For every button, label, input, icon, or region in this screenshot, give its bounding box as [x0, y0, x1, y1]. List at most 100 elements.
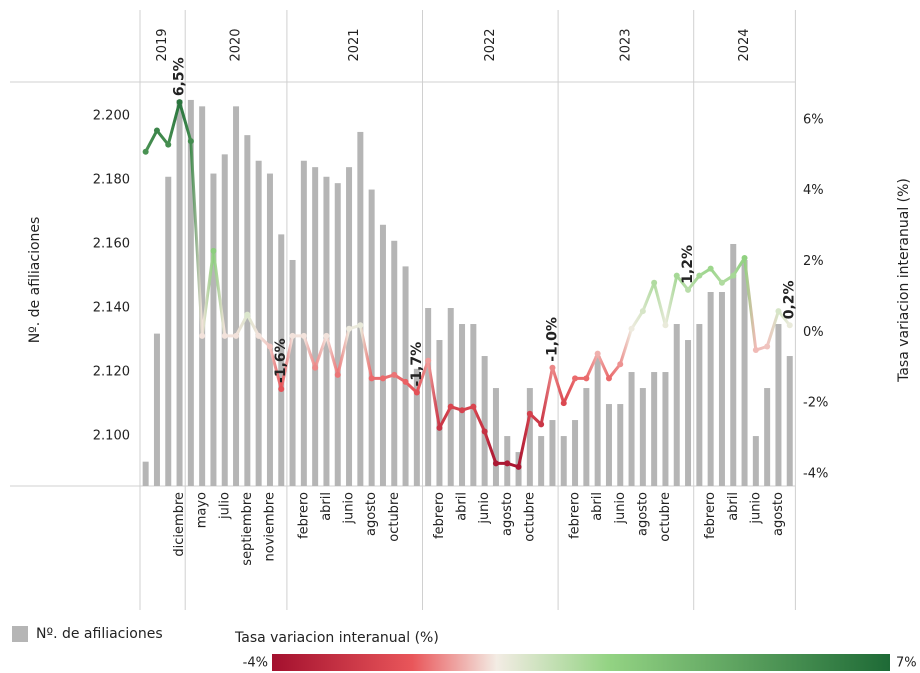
x-tick-label: febrero: [568, 492, 583, 539]
bar: [526, 388, 533, 486]
rate-point: [549, 364, 556, 371]
rate-point: [718, 279, 725, 286]
rate-point: [583, 375, 590, 382]
y2-tick-label: 4%: [803, 183, 824, 198]
rate-point: [391, 371, 398, 378]
rate-point: [651, 279, 658, 286]
year-label: 2021: [347, 28, 362, 61]
rate-point: [199, 332, 206, 339]
y2-axis-label: Tasa variacion interanual (%): [896, 178, 912, 383]
rate-point: [628, 325, 635, 332]
x-tick-label: junio: [613, 492, 628, 525]
bar: [752, 436, 759, 486]
rate-point: [210, 247, 217, 254]
bar: [289, 259, 296, 486]
bar: [718, 292, 725, 486]
rate-point: [515, 463, 522, 470]
colorscale-max: 7%: [896, 656, 917, 671]
y-tick-label: 2.160: [93, 236, 130, 251]
bar: [233, 106, 240, 486]
colorscale-bar: [272, 654, 890, 671]
bar: [707, 292, 714, 486]
rate-point: [221, 332, 228, 339]
bar: [368, 189, 375, 486]
bar: [312, 167, 319, 486]
rate-point: [312, 364, 319, 371]
bar: [617, 404, 624, 486]
colorscale-min: -4%: [243, 656, 268, 671]
rate-point: [425, 357, 432, 364]
x-tick-label: febrero: [703, 492, 718, 539]
bar: [662, 372, 669, 486]
bar: [673, 324, 680, 486]
year-label: 2020: [229, 28, 244, 61]
x-tick-label: octubre: [387, 492, 402, 542]
bar: [391, 240, 398, 486]
rate-point: [504, 460, 511, 467]
colorscale-title: Tasa variacion interanual (%): [234, 630, 439, 646]
x-tick-label: agosto: [635, 492, 650, 536]
legend-swatch: [12, 626, 28, 642]
bar: [696, 324, 703, 486]
rate-point: [323, 332, 330, 339]
bar: [775, 324, 782, 486]
rate-point: [255, 332, 262, 339]
rate-point: [560, 400, 567, 407]
bar: [639, 388, 646, 486]
rate-point: [244, 311, 251, 318]
rate-line: [144, 100, 791, 469]
bar: [730, 243, 737, 486]
rate-point: [538, 421, 545, 428]
data-label: -1,0%: [544, 317, 560, 362]
rate-point: [775, 308, 782, 315]
x-tick-label: abril: [726, 492, 741, 521]
bar: [560, 436, 567, 486]
bar: [165, 176, 172, 487]
rate-point: [617, 361, 624, 368]
x-tick-label: junio: [342, 492, 357, 525]
bar: [436, 340, 443, 486]
y-tick-label: 2.140: [93, 301, 130, 316]
x-tick-label: mayo: [195, 492, 210, 528]
bar: [572, 420, 579, 486]
x-tick-label: noviembre: [262, 492, 277, 561]
bar: [413, 368, 420, 486]
rate-point: [764, 343, 771, 350]
year-label: 2019: [155, 28, 170, 61]
bar: [210, 173, 217, 486]
bar: [594, 356, 601, 486]
rate-point: [187, 138, 194, 145]
x-tick-label: julio: [217, 492, 232, 520]
bar: [583, 388, 590, 486]
rate-point: [289, 332, 296, 339]
x-tick-label: febrero: [296, 492, 311, 539]
year-label: 2023: [618, 28, 633, 61]
year-label: 2024: [737, 28, 752, 61]
rate-point: [278, 385, 285, 392]
bar: [323, 176, 330, 487]
rate-point: [413, 389, 420, 396]
rate-point: [526, 410, 533, 417]
rate-point: [334, 371, 341, 378]
bar: [492, 388, 499, 486]
rate-point: [300, 332, 307, 339]
rate-point: [662, 322, 669, 329]
x-tick-label: abril: [319, 492, 334, 521]
bar: [741, 259, 748, 486]
rate-point: [447, 403, 454, 410]
bar: [628, 372, 635, 486]
x-tick-label: junio: [748, 492, 763, 525]
rate-point: [379, 375, 386, 382]
x-tick-label: agosto: [771, 492, 786, 536]
year-label: 2022: [483, 28, 498, 61]
rate-point: [436, 424, 443, 431]
data-label: 0,2%: [782, 280, 798, 319]
bar: [447, 308, 454, 486]
x-tick-label: abril: [590, 492, 605, 521]
bar: [300, 160, 307, 486]
rate-point: [233, 332, 240, 339]
rate-point: [707, 265, 714, 272]
x-tick-label: septiembre: [240, 492, 255, 566]
x-tick-label: agosto: [500, 492, 515, 536]
